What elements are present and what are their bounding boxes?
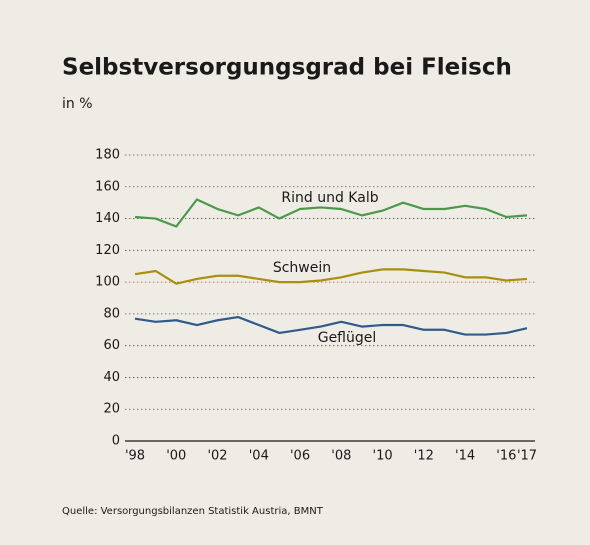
- y-tick-label: 120: [95, 243, 120, 258]
- chart-subtitle: in %: [62, 96, 93, 112]
- y-tick-label: 0: [112, 434, 120, 449]
- y-tick-label: 180: [95, 148, 120, 163]
- y-tick-label: 80: [103, 306, 120, 321]
- series-label: Schwein: [273, 260, 331, 276]
- series-line: [134, 315, 528, 336]
- y-tick-label: 100: [95, 275, 120, 290]
- x-tick-label: '06: [290, 449, 310, 464]
- x-tick-label: '00: [166, 449, 186, 464]
- x-tick-label: '16: [496, 449, 516, 464]
- series-line: [134, 268, 528, 285]
- x-tick-label: '17: [517, 449, 537, 464]
- series-label: Rind und Kalb: [281, 190, 378, 206]
- x-tick-label: '02: [207, 449, 227, 464]
- x-tick-label: '98: [125, 449, 145, 464]
- chart-title: Selbstversorgungsgrad bei Fleisch: [62, 55, 512, 81]
- source-note: Quelle: Versorgungsbilanzen Statistik Au…: [62, 506, 324, 517]
- y-tick-label: 160: [95, 179, 120, 194]
- x-tick-label: '04: [249, 449, 269, 464]
- series-line: [134, 198, 528, 228]
- y-tick-label: 20: [103, 402, 120, 417]
- series-label: Geflügel: [318, 330, 377, 346]
- y-tick-label: 40: [103, 370, 120, 385]
- x-tick-label: '10: [373, 449, 393, 464]
- x-tick-label: '14: [455, 449, 475, 464]
- y-tick-label: 60: [103, 338, 120, 353]
- x-tick-label: '08: [331, 449, 351, 464]
- x-tick-label: '12: [414, 449, 434, 464]
- y-tick-label: 140: [95, 211, 120, 226]
